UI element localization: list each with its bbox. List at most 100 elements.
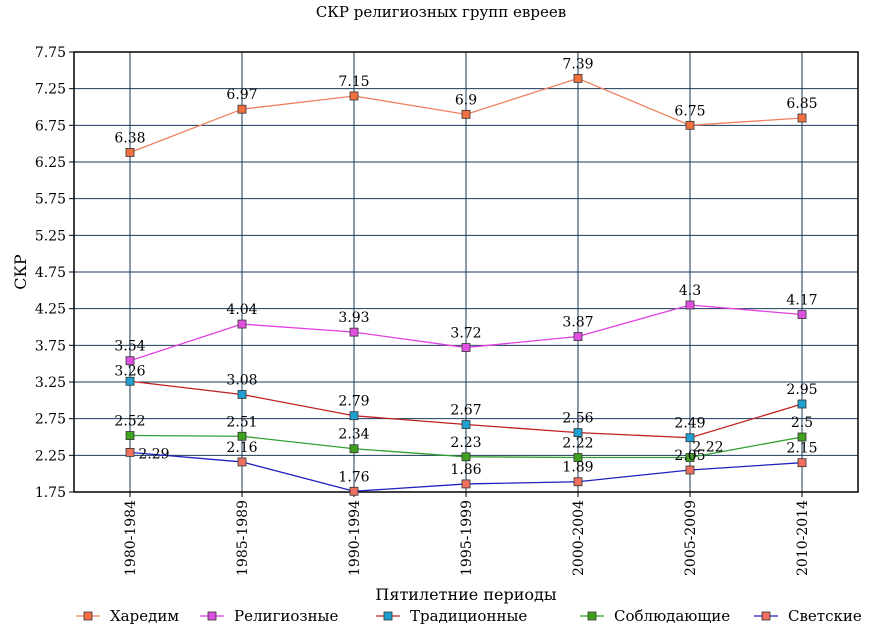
data-point bbox=[237, 390, 247, 399]
data-point bbox=[797, 432, 807, 442]
data-label: 3.26 bbox=[114, 363, 145, 379]
data-label: 3.54 bbox=[114, 339, 145, 355]
data-label: 2.22 bbox=[692, 440, 723, 456]
data-label: 2.16 bbox=[226, 440, 257, 456]
data-label: 2.34 bbox=[338, 427, 369, 443]
data-label: 6.75 bbox=[674, 103, 705, 119]
y-tick-label: 3.25 bbox=[35, 375, 66, 391]
data-point bbox=[797, 310, 807, 319]
data-point bbox=[685, 120, 695, 130]
data-point bbox=[237, 319, 247, 329]
data-label: 4.17 bbox=[786, 293, 817, 309]
legend-label: Соблюдающие bbox=[614, 607, 730, 625]
x-tick-label: 2005-2009 bbox=[683, 500, 699, 576]
x-tick-label: 1995-1999 bbox=[459, 500, 475, 576]
data-point bbox=[685, 433, 695, 443]
data-point bbox=[685, 465, 695, 475]
legend-marker bbox=[383, 611, 393, 621]
y-axis-ticks: 1.75 2.25 2.75 3.25 3.75 4.25 4.75 5.25 5.75 6.25… bbox=[35, 45, 74, 501]
legend-marker bbox=[587, 611, 597, 621]
y-tick-label: 1.75 bbox=[35, 485, 66, 501]
data-point bbox=[461, 479, 471, 489]
y-tick-label: 4.25 bbox=[35, 302, 66, 318]
data-label: 2.29 bbox=[138, 446, 169, 462]
data-label: 2.23 bbox=[450, 435, 481, 451]
x-axis-label: Пятилетние периоды bbox=[375, 585, 556, 604]
x-tick-label: 1990-1994 bbox=[347, 500, 363, 576]
y-tick-label: 6.75 bbox=[35, 118, 66, 134]
data-label: 6.9 bbox=[455, 92, 477, 108]
y-tick-label: 3.75 bbox=[35, 338, 66, 354]
legend-marker bbox=[207, 611, 217, 621]
data-point bbox=[461, 420, 471, 429]
data-point bbox=[125, 447, 135, 457]
data-point bbox=[461, 452, 471, 462]
data-label: 2.79 bbox=[338, 394, 369, 410]
data-label: 2.56 bbox=[562, 411, 593, 427]
legend-label: Религиозные bbox=[234, 607, 339, 625]
data-label: 1.89 bbox=[562, 460, 593, 476]
data-label: 6.38 bbox=[114, 130, 145, 146]
data-label: 2.05 bbox=[674, 448, 705, 464]
y-tick-label: 7.75 bbox=[35, 45, 66, 61]
y-tick-label: 2.75 bbox=[35, 412, 66, 428]
data-point bbox=[349, 486, 359, 496]
data-label: 2.49 bbox=[674, 416, 705, 432]
chart-title: СКР религиозных групп евреев bbox=[316, 3, 566, 21]
data-label: 3.08 bbox=[226, 372, 257, 388]
x-axis-ticks: 1980-1984 1985-1989 1990-1994 1995-1999 2000… bbox=[123, 492, 811, 576]
data-label: 2.15 bbox=[786, 441, 817, 457]
data-point bbox=[685, 300, 695, 310]
data-point bbox=[349, 411, 359, 421]
data-label: 2.51 bbox=[226, 414, 257, 430]
data-point bbox=[349, 444, 359, 454]
data-point bbox=[573, 428, 583, 438]
data-label: 7.15 bbox=[338, 74, 369, 90]
legend-marker bbox=[83, 611, 93, 621]
legend-label: Харедим bbox=[110, 607, 179, 625]
data-label: 6.97 bbox=[226, 87, 257, 103]
data-label: 3.93 bbox=[338, 310, 369, 326]
x-tick-label: 1985-1989 bbox=[235, 500, 251, 576]
y-tick-label: 2.25 bbox=[35, 448, 66, 464]
legend-label: Традиционные bbox=[410, 607, 527, 625]
legend: Харедим Религиозные Традиционные Соблюдающи… bbox=[76, 607, 862, 625]
data-point bbox=[461, 109, 471, 119]
data-label: 7.39 bbox=[562, 56, 593, 72]
data-label: 3.72 bbox=[450, 326, 481, 342]
y-tick-label: 4.75 bbox=[35, 265, 66, 281]
data-label: 3.87 bbox=[562, 315, 593, 331]
data-point bbox=[125, 376, 135, 386]
data-point bbox=[685, 453, 695, 462]
data-point bbox=[797, 113, 807, 123]
data-point bbox=[349, 327, 359, 337]
legend-label: Светские bbox=[788, 607, 862, 625]
y-tick-label: 6.25 bbox=[35, 155, 66, 171]
data-label: 6.85 bbox=[786, 96, 817, 112]
data-point bbox=[237, 431, 247, 441]
data-label: 2.52 bbox=[114, 414, 145, 430]
x-tick-label: 2010-2014 bbox=[795, 500, 811, 576]
data-point bbox=[797, 458, 807, 468]
data-label: 2.67 bbox=[450, 403, 481, 419]
x-tick-label: 1980-1984 bbox=[123, 500, 139, 576]
data-point bbox=[349, 91, 359, 101]
y-tick-label: 5.75 bbox=[35, 192, 66, 208]
data-label: 2.22 bbox=[562, 436, 593, 452]
data-labels: 6.38 6.97 7.15 6.9 7.39 6.75 6.85 3.54 4.04 3.93 3… bbox=[114, 56, 817, 485]
data-point bbox=[573, 332, 583, 341]
data-label: 1.76 bbox=[338, 469, 369, 485]
data-point bbox=[237, 457, 247, 467]
data-label: 4.04 bbox=[226, 302, 257, 318]
x-tick-label: 2000-2004 bbox=[571, 500, 587, 576]
data-label: 1.86 bbox=[450, 462, 481, 478]
data-label: 2.95 bbox=[786, 382, 817, 398]
data-point bbox=[573, 453, 583, 462]
data-point bbox=[237, 104, 247, 114]
data-point bbox=[797, 399, 807, 409]
data-point bbox=[461, 343, 471, 352]
data-label: 2.5 bbox=[791, 415, 813, 431]
legend-marker bbox=[761, 611, 771, 621]
data-point bbox=[573, 477, 583, 487]
